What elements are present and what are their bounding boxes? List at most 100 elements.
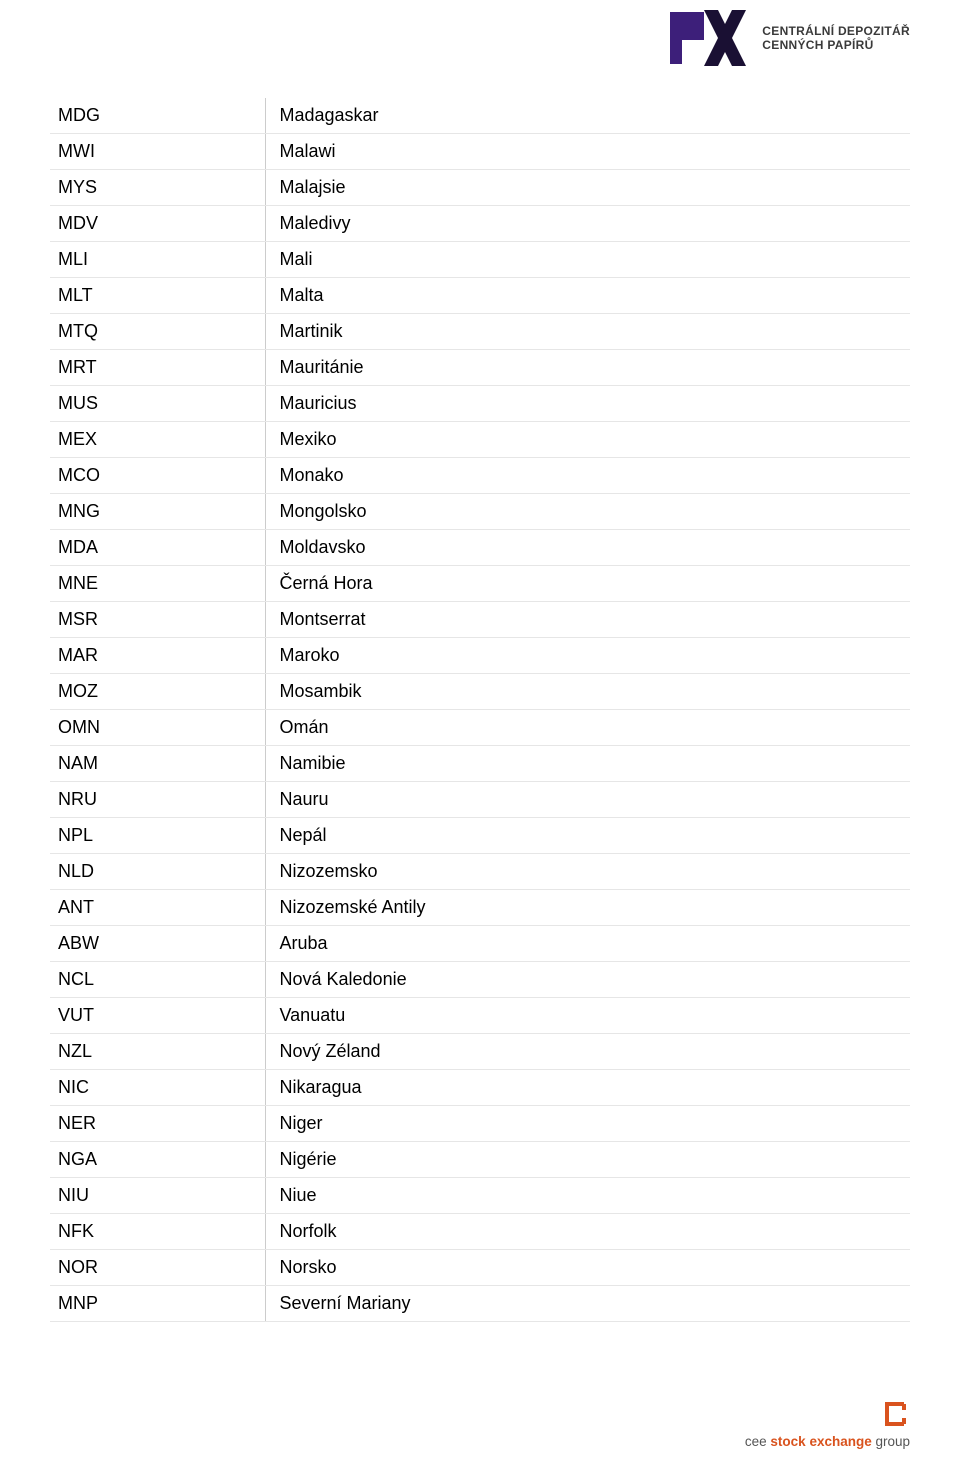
table-row: NICNikaragua — [50, 1070, 910, 1106]
country-code-table: MDGMadagaskarMWIMalawiMYSMalajsieMDVMale… — [50, 98, 910, 1322]
name-cell: Maroko — [265, 638, 910, 674]
table-row: NGANigérie — [50, 1142, 910, 1178]
code-cell: NAM — [50, 746, 265, 782]
table-row: MCOMonako — [50, 458, 910, 494]
code-cell: MRT — [50, 350, 265, 386]
code-cell: NFK — [50, 1214, 265, 1250]
code-cell: NRU — [50, 782, 265, 818]
code-cell: MOZ — [50, 674, 265, 710]
table-row: NIUNiue — [50, 1178, 910, 1214]
table-row: NAMNamibie — [50, 746, 910, 782]
document-page: CENTRÁLNÍ DEPOZITÁŘ CENNÝCH PAPÍRŮ MDGMa… — [0, 0, 960, 1461]
table-row: MNEČerná Hora — [50, 566, 910, 602]
table-row: NPLNepál — [50, 818, 910, 854]
name-cell: Monako — [265, 458, 910, 494]
name-cell: Nizozemsko — [265, 854, 910, 890]
page-footer: cee stock exchange group — [745, 1401, 910, 1449]
code-cell: MSR — [50, 602, 265, 638]
ceeseg-logo-icon — [882, 1401, 910, 1427]
table-row: VUTVanuatu — [50, 998, 910, 1034]
table-row: MTQMartinik — [50, 314, 910, 350]
name-cell: Moldavsko — [265, 530, 910, 566]
table-row: MLTMalta — [50, 278, 910, 314]
table-row: MNPSeverní Mariany — [50, 1286, 910, 1322]
code-cell: MAR — [50, 638, 265, 674]
code-cell: ABW — [50, 926, 265, 962]
code-cell: MNE — [50, 566, 265, 602]
code-cell: MEX — [50, 422, 265, 458]
name-cell: Mexiko — [265, 422, 910, 458]
name-cell: Nauru — [265, 782, 910, 818]
code-cell: NIU — [50, 1178, 265, 1214]
code-cell: ANT — [50, 890, 265, 926]
code-cell: MYS — [50, 170, 265, 206]
name-cell: Norfolk — [265, 1214, 910, 1250]
table-row: NFKNorfolk — [50, 1214, 910, 1250]
code-cell: MLI — [50, 242, 265, 278]
table-row: MOZMosambik — [50, 674, 910, 710]
table-row: ABWAruba — [50, 926, 910, 962]
table-row: NORNorsko — [50, 1250, 910, 1286]
name-cell: Nikaragua — [265, 1070, 910, 1106]
name-cell: Nigérie — [265, 1142, 910, 1178]
footer-mid: stock exchange — [770, 1434, 871, 1449]
name-cell: Mongolsko — [265, 494, 910, 530]
table-row: MUSMauricius — [50, 386, 910, 422]
code-cell: VUT — [50, 998, 265, 1034]
px-logo-icon — [664, 8, 750, 68]
table-row: NZLNový Zéland — [50, 1034, 910, 1070]
code-cell: MLT — [50, 278, 265, 314]
code-cell: NGA — [50, 1142, 265, 1178]
name-cell: Niue — [265, 1178, 910, 1214]
footer-prefix: cee — [745, 1434, 771, 1449]
code-cell: NPL — [50, 818, 265, 854]
brand-line1: CENTRÁLNÍ DEPOZITÁŘ — [762, 24, 910, 38]
name-cell: Niger — [265, 1106, 910, 1142]
table-row: MARMaroko — [50, 638, 910, 674]
name-cell: Norsko — [265, 1250, 910, 1286]
table-row: OMNOmán — [50, 710, 910, 746]
table-row: MDAMoldavsko — [50, 530, 910, 566]
name-cell: Aruba — [265, 926, 910, 962]
footer-text: cee stock exchange group — [745, 1434, 910, 1449]
name-cell: Mauricius — [265, 386, 910, 422]
name-cell: Nová Kaledonie — [265, 962, 910, 998]
name-cell: Severní Mariany — [265, 1286, 910, 1322]
name-cell: Malawi — [265, 134, 910, 170]
name-cell: Nizozemské Antily — [265, 890, 910, 926]
code-cell: MNP — [50, 1286, 265, 1322]
name-cell: Mali — [265, 242, 910, 278]
table-row: MWIMalawi — [50, 134, 910, 170]
code-cell: MUS — [50, 386, 265, 422]
name-cell: Montserrat — [265, 602, 910, 638]
brand-line2: CENNÝCH PAPÍRŮ — [762, 38, 910, 52]
code-cell: MDV — [50, 206, 265, 242]
brand-text: CENTRÁLNÍ DEPOZITÁŘ CENNÝCH PAPÍRŮ — [762, 24, 910, 53]
code-cell: MDG — [50, 98, 265, 134]
name-cell: Namibie — [265, 746, 910, 782]
table-row: ANTNizozemské Antily — [50, 890, 910, 926]
code-cell: MWI — [50, 134, 265, 170]
code-cell: NOR — [50, 1250, 265, 1286]
table-row: MNGMongolsko — [50, 494, 910, 530]
code-cell: NZL — [50, 1034, 265, 1070]
table-row: NCLNová Kaledonie — [50, 962, 910, 998]
table-row: MRTMauritánie — [50, 350, 910, 386]
name-cell: Černá Hora — [265, 566, 910, 602]
name-cell: Mosambik — [265, 674, 910, 710]
name-cell: Mauritánie — [265, 350, 910, 386]
footer-suffix: group — [872, 1434, 910, 1449]
name-cell: Madagaskar — [265, 98, 910, 134]
table-row: NERNiger — [50, 1106, 910, 1142]
name-cell: Malajsie — [265, 170, 910, 206]
code-cell: NER — [50, 1106, 265, 1142]
code-cell: NLD — [50, 854, 265, 890]
code-cell: OMN — [50, 710, 265, 746]
code-cell: NCL — [50, 962, 265, 998]
code-cell: MDA — [50, 530, 265, 566]
page-header: CENTRÁLNÍ DEPOZITÁŘ CENNÝCH PAPÍRŮ — [50, 0, 910, 98]
table-row: MSRMontserrat — [50, 602, 910, 638]
name-cell: Vanuatu — [265, 998, 910, 1034]
name-cell: Nepál — [265, 818, 910, 854]
name-cell: Malta — [265, 278, 910, 314]
